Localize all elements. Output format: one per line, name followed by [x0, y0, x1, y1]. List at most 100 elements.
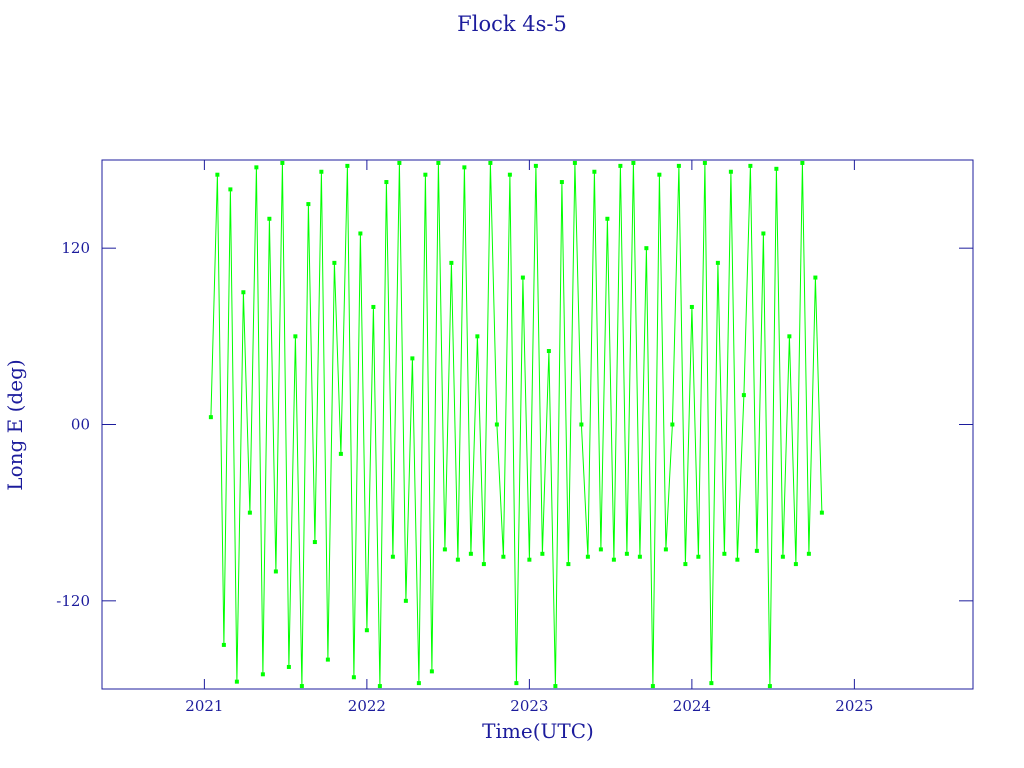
data-point — [494, 422, 499, 427]
x-tick-label: 2025 — [835, 697, 873, 715]
data-point — [819, 510, 824, 515]
data-point — [364, 628, 369, 633]
data-point — [299, 684, 304, 689]
data-point — [390, 554, 395, 559]
data-point — [806, 551, 811, 556]
data-point — [507, 172, 512, 177]
data-point — [241, 290, 246, 295]
data-point — [228, 187, 233, 192]
data-point — [449, 260, 454, 265]
data-point — [761, 231, 766, 236]
data-point — [540, 551, 545, 556]
data-point — [462, 165, 467, 170]
data-point — [709, 681, 714, 686]
data-point — [670, 422, 675, 427]
data-point — [559, 180, 564, 185]
data-point — [423, 172, 428, 177]
data-point — [488, 160, 493, 165]
data-line — [210, 162, 823, 687]
data-point — [605, 216, 610, 221]
data-point — [221, 642, 226, 647]
data-point — [618, 163, 623, 168]
data-point — [351, 675, 356, 680]
data-point — [345, 163, 350, 168]
data-point — [566, 562, 571, 567]
x-tick-label: 2023 — [510, 697, 548, 715]
y-axis-label: Long E (deg) — [3, 359, 27, 490]
y-tick-label: 00 — [71, 416, 90, 434]
data-point — [215, 172, 220, 177]
data-point — [702, 160, 707, 165]
data-point — [410, 356, 415, 361]
data-point — [813, 275, 818, 280]
data-point — [657, 172, 662, 177]
data-point — [455, 557, 460, 562]
data-point — [748, 163, 753, 168]
data-point — [572, 160, 577, 165]
data-point — [475, 334, 480, 339]
data-point — [254, 165, 259, 170]
data-point — [403, 598, 408, 603]
data-point — [501, 554, 506, 559]
data-point — [371, 304, 376, 309]
data-point — [800, 160, 805, 165]
data-point — [637, 554, 642, 559]
data-point — [286, 664, 291, 669]
data-point — [436, 160, 441, 165]
y-tick-label: 120 — [61, 239, 90, 257]
data-point — [293, 334, 298, 339]
data-point — [579, 422, 584, 427]
data-point — [533, 163, 538, 168]
data-point — [358, 231, 363, 236]
data-point — [397, 160, 402, 165]
data-point — [312, 540, 317, 545]
data-point — [234, 679, 239, 684]
data-point — [754, 548, 759, 553]
data-point — [663, 547, 668, 552]
data-point — [442, 547, 447, 552]
data-point — [774, 166, 779, 171]
data-point — [481, 562, 486, 567]
data-point — [644, 246, 649, 251]
data-point — [722, 551, 727, 556]
data-point — [696, 554, 701, 559]
x-tick-label: 2021 — [185, 697, 223, 715]
data-point — [585, 554, 590, 559]
data-point — [553, 684, 558, 689]
data-point — [260, 672, 265, 677]
data-point — [624, 551, 629, 556]
x-axis-label: Time(UTC) — [482, 719, 594, 743]
data-point — [468, 551, 473, 556]
x-tick-label: 2024 — [673, 697, 711, 715]
data-point — [520, 275, 525, 280]
y-tick-label: -120 — [56, 592, 90, 610]
data-point — [377, 684, 382, 689]
data-point — [306, 202, 311, 207]
data-point — [715, 260, 720, 265]
data-point — [741, 393, 746, 398]
data-point — [780, 554, 785, 559]
data-point — [208, 415, 213, 420]
x-tick-label: 2022 — [348, 697, 386, 715]
data-point — [546, 349, 551, 354]
data-point — [683, 562, 688, 567]
data-point — [728, 169, 733, 174]
data-point — [319, 169, 324, 174]
data-point — [735, 557, 740, 562]
data-point — [676, 163, 681, 168]
data-point — [767, 684, 772, 689]
data-point — [527, 557, 532, 562]
chart-title: Flock 4s-5 — [457, 12, 567, 36]
data-point — [631, 160, 636, 165]
data-point — [247, 510, 252, 515]
data-point — [273, 569, 278, 574]
data-point — [514, 681, 519, 686]
data-point — [592, 169, 597, 174]
data-point — [429, 669, 434, 674]
data-point — [689, 304, 694, 309]
data-point — [793, 562, 798, 567]
data-point — [280, 160, 285, 165]
data-point — [416, 681, 421, 686]
data-point — [267, 216, 272, 221]
